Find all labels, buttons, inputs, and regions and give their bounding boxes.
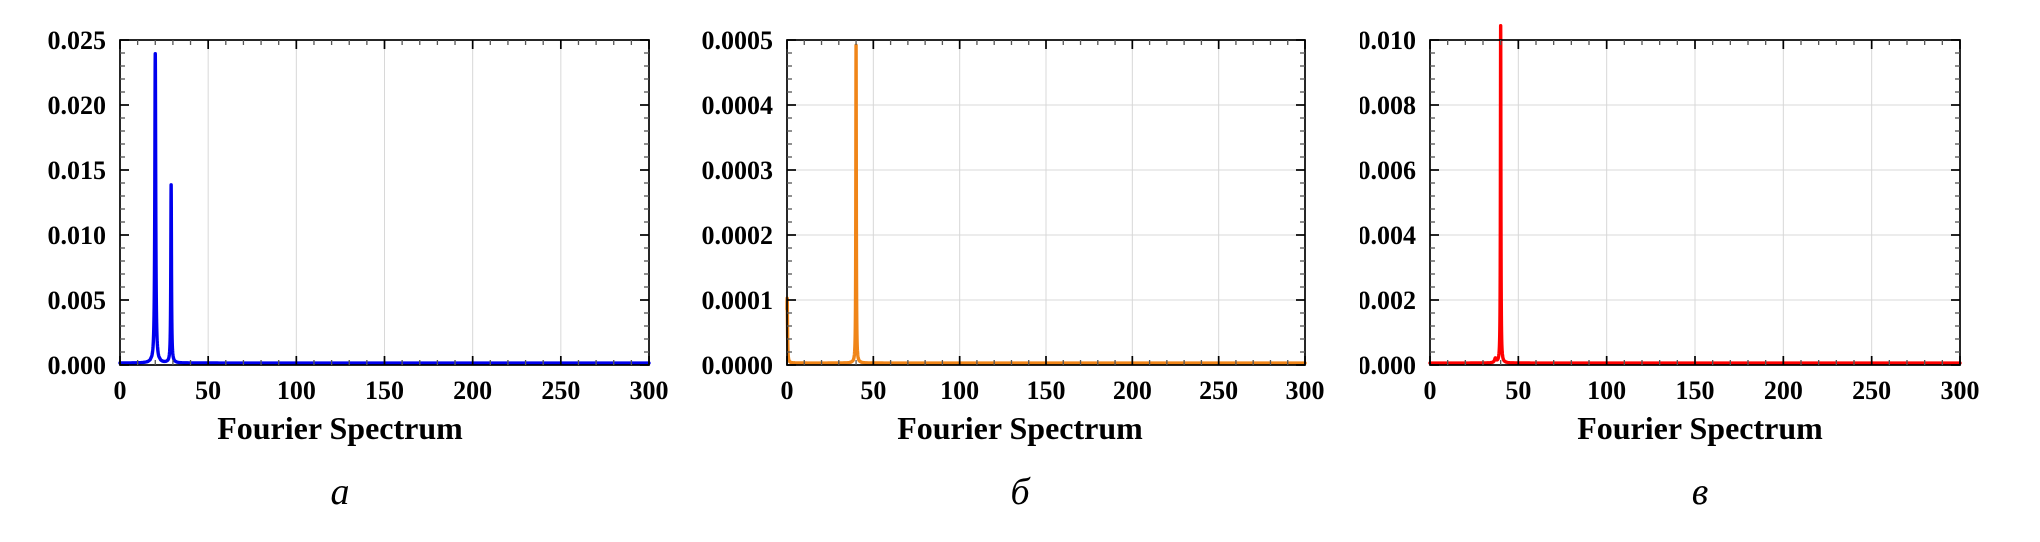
svg-text:0.000: 0.000 <box>1360 351 1416 380</box>
svg-text:0: 0 <box>1424 376 1437 405</box>
svg-text:0.0004: 0.0004 <box>702 91 774 120</box>
svg-text:50: 50 <box>195 376 221 405</box>
svg-text:200: 200 <box>1764 376 1803 405</box>
svg-text:0.010: 0.010 <box>48 221 107 250</box>
svg-text:0.0001: 0.0001 <box>702 286 774 315</box>
svg-text:0.0000: 0.0000 <box>702 351 774 380</box>
svg-text:100: 100 <box>277 376 316 405</box>
svg-text:0.008: 0.008 <box>1360 91 1416 120</box>
svg-text:150: 150 <box>365 376 404 405</box>
svg-text:0.0003: 0.0003 <box>702 156 774 185</box>
svg-text:300: 300 <box>1941 376 1980 405</box>
svg-text:50: 50 <box>1505 376 1531 405</box>
svg-text:0.005: 0.005 <box>48 286 107 315</box>
svg-text:0.020: 0.020 <box>48 91 107 120</box>
svg-text:250: 250 <box>1852 376 1891 405</box>
svg-text:200: 200 <box>1113 376 1152 405</box>
svg-text:100: 100 <box>1587 376 1626 405</box>
svg-text:300: 300 <box>1286 376 1325 405</box>
svg-text:0.0002: 0.0002 <box>702 221 774 250</box>
svg-text:50: 50 <box>860 376 886 405</box>
svg-text:0: 0 <box>781 376 794 405</box>
svg-text:250: 250 <box>1199 376 1238 405</box>
svg-text:150: 150 <box>1676 376 1715 405</box>
svg-text:300: 300 <box>630 376 669 405</box>
svg-text:250: 250 <box>541 376 580 405</box>
svg-text:0: 0 <box>114 376 127 405</box>
svg-text:200: 200 <box>453 376 492 405</box>
svg-text:0.006: 0.006 <box>1360 156 1416 185</box>
svg-text:0.025: 0.025 <box>48 26 107 55</box>
svg-text:0.015: 0.015 <box>48 156 107 185</box>
svg-text:150: 150 <box>1027 376 1066 405</box>
svg-text:100: 100 <box>940 376 979 405</box>
svg-text:0.004: 0.004 <box>1360 221 1416 250</box>
svg-text:0.0005: 0.0005 <box>702 26 774 55</box>
svg-text:0.000: 0.000 <box>48 351 107 380</box>
svg-text:0.010: 0.010 <box>1360 26 1416 55</box>
svg-text:0.002: 0.002 <box>1360 286 1416 315</box>
